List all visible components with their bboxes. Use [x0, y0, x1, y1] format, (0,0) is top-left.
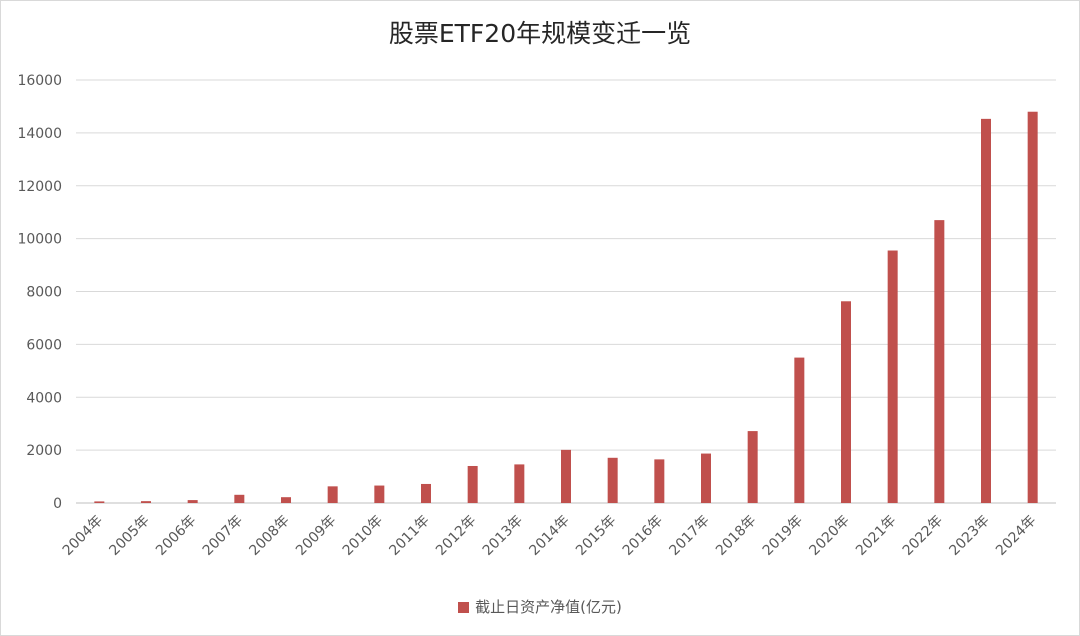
bar	[514, 464, 525, 503]
y-tick-label: 10000	[17, 232, 62, 248]
x-tick-label: 2005年	[106, 513, 152, 559]
y-tick-label: 0	[53, 496, 62, 512]
y-tick-label: 4000	[26, 390, 62, 406]
bar	[1027, 111, 1038, 503]
x-tick-label: 2016年	[620, 513, 666, 559]
y-tick-label: 14000	[17, 126, 62, 142]
x-tick-label: 2018年	[713, 513, 759, 559]
x-tick-label: 2010年	[340, 513, 386, 559]
x-tick-label: 2020年	[806, 513, 852, 559]
bar	[841, 301, 851, 503]
bar	[654, 459, 665, 503]
x-tick-label: 2023年	[946, 513, 992, 559]
y-tick-label: 16000	[17, 73, 62, 89]
x-tick-label: 2013年	[480, 513, 526, 559]
x-tick-label: 2011年	[386, 513, 432, 559]
x-tick-label: 2004年	[60, 513, 106, 559]
y-tick-label: 12000	[17, 179, 62, 195]
bar	[234, 494, 245, 503]
x-tick-label: 2014年	[526, 513, 572, 559]
bar	[141, 501, 151, 503]
y-tick-label: 6000	[26, 337, 62, 353]
bar	[701, 453, 711, 503]
legend: 截止日资产净值(亿元)	[0, 596, 1080, 617]
bar	[887, 250, 898, 503]
bar	[607, 457, 618, 503]
bar	[467, 465, 478, 503]
y-tick-label: 8000	[26, 285, 62, 301]
bar	[281, 497, 291, 503]
x-tick-label: 2009年	[293, 513, 339, 559]
bar	[94, 501, 105, 503]
bar	[374, 485, 385, 503]
x-tick-label: 2008年	[246, 513, 292, 559]
legend-label: 截止日资产净值(亿元)	[475, 598, 622, 616]
x-tick-label: 2019年	[760, 513, 806, 559]
bar	[934, 220, 945, 503]
bar	[421, 483, 431, 503]
bar	[187, 500, 198, 503]
x-tick-label: 2007年	[200, 513, 246, 559]
legend-swatch	[458, 602, 470, 613]
x-tick-label: 2017年	[666, 513, 712, 559]
bar	[747, 431, 758, 503]
bar	[794, 357, 805, 503]
chart-title: 股票ETF20年规模变迁一览	[388, 19, 692, 48]
bar	[327, 486, 338, 503]
x-tick-label: 2021年	[853, 513, 899, 559]
x-tick-label: 2012年	[433, 513, 479, 559]
x-tick-label: 2006年	[153, 513, 199, 559]
y-tick-label: 2000	[26, 443, 62, 459]
bar	[981, 118, 991, 503]
bar	[561, 449, 571, 503]
x-tick-label: 2022年	[900, 513, 946, 559]
x-tick-label: 2015年	[573, 513, 619, 559]
x-tick-label: 2024年	[993, 513, 1039, 559]
